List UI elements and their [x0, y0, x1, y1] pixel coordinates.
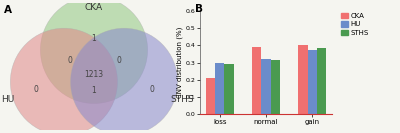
Text: B: B	[195, 4, 203, 14]
Bar	[271, 60, 280, 114]
Text: 1: 1	[92, 86, 96, 95]
Text: 0: 0	[116, 56, 121, 65]
Text: 0: 0	[33, 85, 38, 94]
Ellipse shape	[10, 28, 118, 133]
Text: HU: HU	[1, 95, 14, 104]
Text: CKA: CKA	[85, 3, 103, 12]
Bar	[261, 59, 271, 114]
Text: 1: 1	[92, 34, 96, 43]
Bar	[298, 45, 308, 114]
Text: 0: 0	[150, 85, 155, 94]
Bar	[224, 64, 234, 114]
Y-axis label: CNV distribution (%): CNV distribution (%)	[177, 27, 183, 98]
Text: 1213: 1213	[84, 70, 104, 79]
Bar	[206, 78, 215, 114]
Bar	[252, 47, 261, 114]
Text: 0: 0	[67, 56, 72, 65]
Bar	[308, 50, 317, 114]
Text: A: A	[4, 5, 12, 15]
Ellipse shape	[40, 0, 148, 103]
Bar	[215, 63, 224, 114]
Bar	[317, 48, 326, 114]
Text: STHS: STHS	[170, 95, 194, 104]
Ellipse shape	[70, 28, 178, 133]
Legend: CKA, HU, STHS: CKA, HU, STHS	[341, 12, 370, 36]
